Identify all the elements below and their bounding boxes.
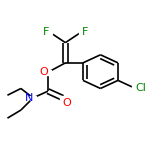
- Text: Cl: Cl: [135, 84, 146, 93]
- Text: O: O: [39, 67, 48, 77]
- Text: F: F: [82, 27, 88, 37]
- Text: O: O: [63, 98, 71, 108]
- Text: N: N: [25, 93, 33, 103]
- Text: F: F: [43, 27, 49, 37]
- Bar: [79, 30, 85, 34]
- Bar: [132, 86, 139, 91]
- Bar: [60, 96, 66, 100]
- Bar: [46, 30, 52, 34]
- Bar: [30, 96, 36, 100]
- Bar: [45, 70, 51, 75]
